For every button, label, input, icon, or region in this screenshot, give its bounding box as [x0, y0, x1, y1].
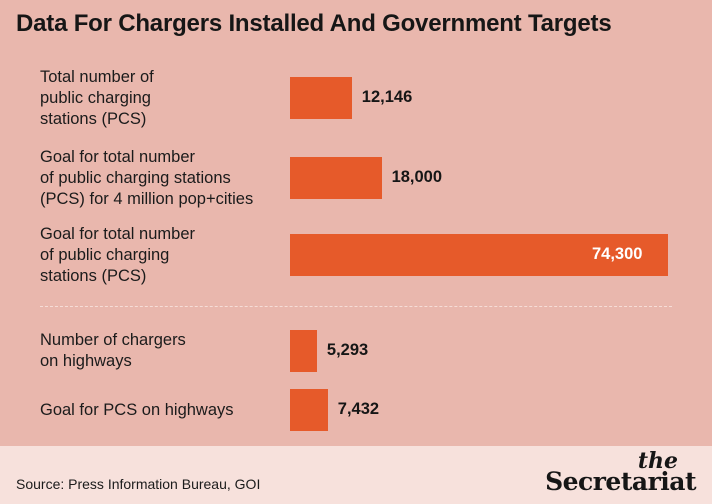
value-label: 7,432 — [337, 400, 380, 418]
value-label: 74,300 — [592, 245, 643, 263]
bar — [290, 77, 352, 119]
category-label: Goal for total number of public charging… — [40, 147, 254, 208]
value-label: 18,000 — [391, 168, 443, 186]
logo-the-text: the — [637, 448, 678, 474]
category-label: Total number of public charging stations… — [40, 67, 154, 128]
bar — [290, 157, 382, 199]
bar — [290, 234, 668, 276]
value-label: 5,293 — [326, 341, 369, 359]
bar — [290, 389, 328, 431]
value-label: 12,146 — [361, 88, 413, 106]
chart-title: Data For Chargers Installed And Governme… — [16, 10, 612, 37]
source-note: Source: Press Information Bureau, GOI — [16, 476, 261, 492]
category-label: Goal for PCS on highways — [40, 400, 234, 419]
logo-main-text: Secretariat — [545, 467, 696, 496]
category-label: Goal for total number of public charging… — [40, 224, 195, 285]
category-label: Number of chargers on highways — [40, 331, 186, 370]
section-divider — [40, 306, 672, 307]
bar — [290, 330, 317, 372]
footer: Source: Press Information Bureau, GOI th… — [0, 446, 712, 504]
publisher-logo: the Secretariat — [526, 450, 696, 500]
